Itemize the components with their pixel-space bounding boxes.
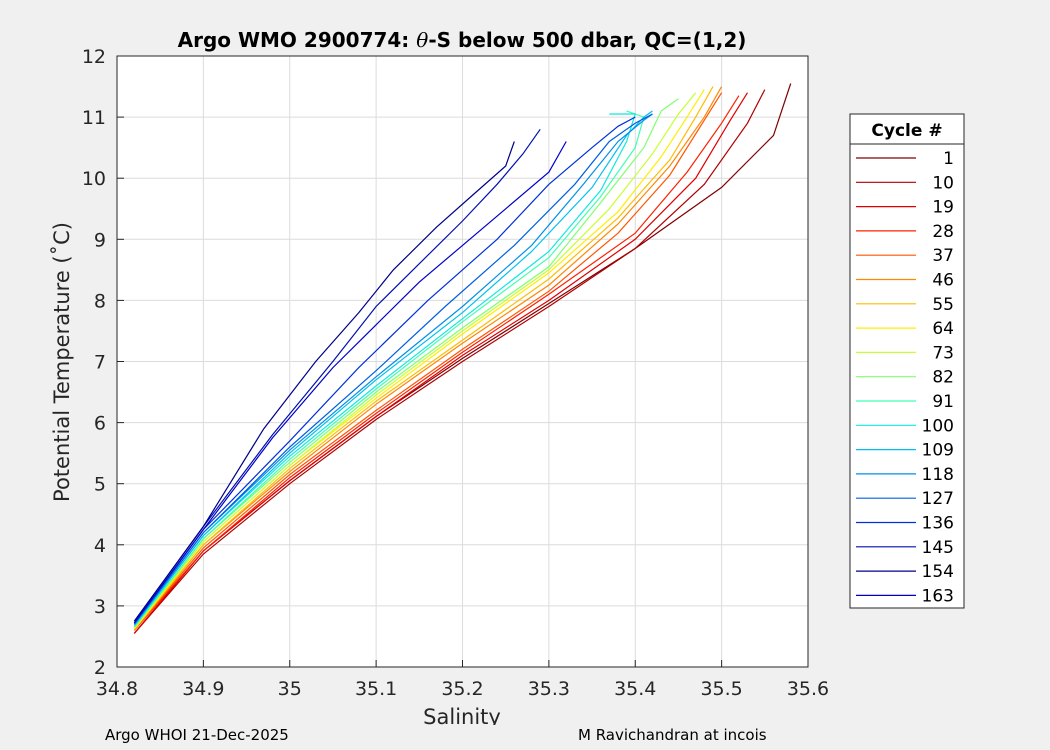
legend-label: 37 [932,246,954,266]
x-tick-label: 35.4 [614,678,656,700]
profile-lines [133,83,792,634]
legend-label: 10 [932,173,954,193]
y-tick-label: 6 [94,413,106,435]
legend-label: 73 [932,343,954,363]
legend-label: 145 [922,538,954,558]
profile-line [133,92,749,634]
legend-label: 127 [922,489,954,509]
y-tick-label: 9 [94,229,106,251]
y-tick-labels: 2 3 4 5 6 7 8 9 10 11 12 [82,46,106,679]
y-tick-label: 4 [94,535,106,557]
x-tick-label: 35 [278,678,302,700]
profile-line [133,89,766,634]
profile-line [133,141,515,622]
theta-s-chart: 34.8 34.9 35 35.1 35.2 35.3 35.4 35.5 35.6 2 3 4 5 6… [50,28,965,725]
profile-line [133,110,645,628]
legend-label: 91 [932,392,954,412]
legend-label: 109 [922,441,954,461]
legend-label: 55 [932,295,954,315]
y-tick-label: 11 [82,107,106,129]
profile-line [133,113,653,625]
x-axis-label: Salinity [423,705,501,725]
legend-label: 163 [922,586,954,606]
profile-line [133,86,714,630]
profile-line [133,110,653,626]
legend-items: 1 10 19 28 37 46 55 64 73 82 91 100 109 118 127 136 145 1… [856,149,954,606]
profile-line [133,116,636,624]
y-tick-label: 12 [82,46,106,68]
legend-label: 154 [922,562,954,582]
profile-line [133,92,723,631]
y-tick-label: 10 [82,168,106,190]
x-tick-label: 35.5 [700,678,742,700]
legend-label: 46 [932,271,954,291]
profile-line [133,128,541,622]
chart-title: Argo WMO 2900774: θ-S below 500 dbar, QC… [178,28,747,52]
legend-label: 100 [922,416,954,436]
profile-line [133,113,653,625]
y-tick-label: 8 [94,290,106,312]
y-tick-label: 2 [94,657,106,679]
legend-label: 136 [922,514,954,534]
legend-title: Cycle # [871,121,942,141]
y-tick-label: 3 [94,596,106,618]
x-tick-label: 35.1 [355,678,397,700]
y-axis-label: Potential Temperature (˚C) [50,222,74,502]
profile-line [133,92,697,628]
footer-source: Argo WHOI 21-Dec-2025 [105,726,289,744]
x-tick-label: 34.8 [96,678,138,700]
legend-box [849,113,965,609]
x-tick-label: 35.2 [441,678,483,700]
title-prefix: Argo WMO 2900774: [178,28,417,52]
footer-credit: M Ravichandran at incois [578,726,767,744]
profile-line [133,141,567,624]
legend-label: 64 [932,319,954,339]
legend-label: 118 [922,465,954,485]
x-tick-labels: 34.8 34.9 35 35.1 35.2 35.3 35.4 35.5 35.6 [96,678,829,700]
legend-label: 28 [932,222,954,242]
title-suffix: -S below 500 dbar, QC=(1,2) [428,28,746,52]
x-tick-label: 35.3 [528,678,570,700]
legend-label: 1 [943,149,954,169]
profile-line [133,113,637,626]
y-tick-label: 5 [94,474,106,496]
legend-label: 19 [932,198,954,218]
x-tick-label: 34.9 [182,678,224,700]
plot-frame [116,55,809,668]
legend-label: 82 [932,368,954,388]
profile-line [133,95,740,631]
x-tick-label: 35.6 [787,678,829,700]
legend: Cycle # 1 10 19 28 37 46 55 64 73 82 91 100 109 118 12… [849,113,965,609]
profile-line [133,98,679,628]
y-tick-label: 7 [94,352,106,374]
title-symbol: θ [416,28,428,52]
profile-line [133,86,723,631]
